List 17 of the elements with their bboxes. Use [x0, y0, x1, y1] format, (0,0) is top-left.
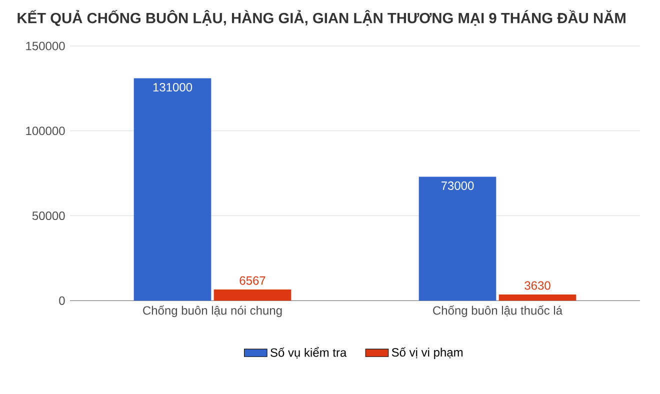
y-tick-label: 0	[59, 296, 65, 305]
data-label: 73000	[441, 181, 474, 190]
bar	[498, 294, 576, 301]
x-tick-label: Chống buôn lậu thuốc lá	[433, 305, 563, 318]
bar	[418, 176, 496, 301]
data-label: 131000	[153, 82, 192, 92]
y-tick-label: 50000	[32, 212, 65, 220]
bar	[214, 290, 292, 301]
chart-title: KẾT QUẢ CHỐNG BUÔN LẬU, HÀNG GIẢ, GIAN LẬN THƯƠNG MẠI 9 THÁNG ĐẦU NĂM	[18, 10, 626, 26]
legend-label: Số vụ kiểm tra	[270, 347, 347, 359]
bar	[134, 78, 212, 301]
legend-label: Số vị vi phạm	[392, 347, 463, 359]
x-tick-label: Chống buôn lậu nói chung	[143, 305, 282, 318]
y-tick-label: 150000	[26, 42, 65, 50]
y-tick-label: 100000	[26, 126, 65, 136]
data-label: 3630	[524, 281, 550, 290]
data-label: 6567	[240, 276, 266, 285]
